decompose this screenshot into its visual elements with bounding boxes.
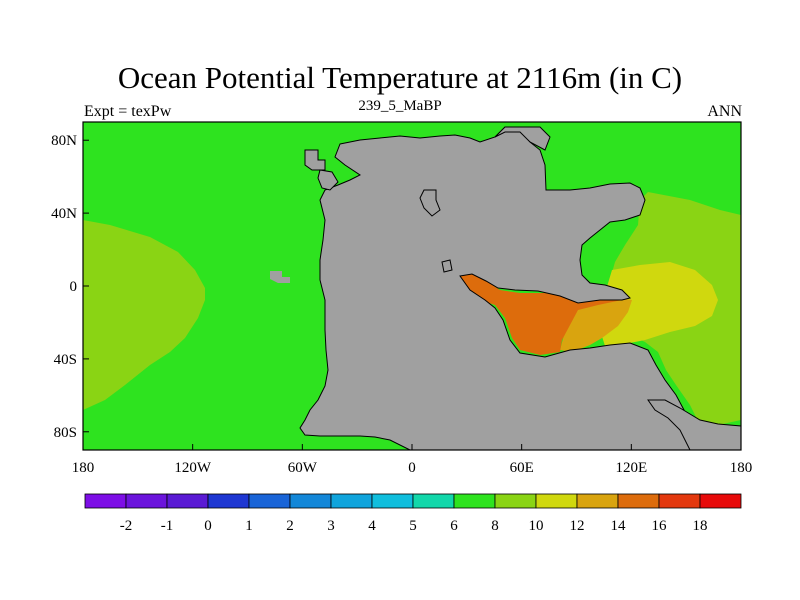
colorbar-swatch-7 <box>371 493 414 509</box>
colorbar-label-11: 12 <box>570 518 585 534</box>
colorbar: -2 -1 0 1 2 3 4 5 6 8 10 12 14 16 18 <box>84 493 742 534</box>
experiment-label: Expt = texPw <box>84 103 172 120</box>
y-tick-label-2: 0 <box>70 279 78 295</box>
colorbar-swatch-11 <box>535 493 578 509</box>
x-tick-label-1: 120W <box>174 460 212 476</box>
colorbar-swatch-6 <box>330 493 373 509</box>
region-paleotethys-14 <box>560 298 632 352</box>
y-tick-label-0: 80N <box>51 133 77 149</box>
colorbar-swatch-0 <box>84 493 127 509</box>
colorbar-swatch-9 <box>453 493 496 509</box>
colorbar-label-6: 4 <box>368 518 376 534</box>
colorbar-swatch-13 <box>617 493 660 509</box>
colorbar-label-12: 14 <box>611 518 627 534</box>
case-label: 239_5_MaBP <box>358 98 442 114</box>
colorbar-swatch-15 <box>699 493 742 509</box>
y-tick-label-1: 40N <box>51 206 77 222</box>
colorbar-label-1: -1 <box>161 518 174 534</box>
land-island-west <box>317 169 339 191</box>
x-tick-label-6: 180 <box>730 460 753 476</box>
colorbar-swatch-8 <box>412 493 455 509</box>
land-arctic <box>494 126 551 151</box>
map-plot <box>82 121 742 451</box>
y-tick-label-3: 40S <box>54 352 77 368</box>
region-pacific-warm-west <box>83 220 205 410</box>
y-axis: 80N 40N 0 40S 80S <box>51 133 89 441</box>
land-pangea <box>299 126 691 451</box>
colorbar-swatch-12 <box>576 493 619 509</box>
season-label: ANN <box>707 103 742 120</box>
colorbar-swatch-2 <box>166 493 209 509</box>
land-island-north <box>304 149 326 171</box>
colorbar-swatch-10 <box>494 493 537 509</box>
chart-title: Ocean Potential Temperature at 2116m (in… <box>117 60 683 95</box>
land-island-mid <box>419 189 441 217</box>
y-tick-label-4: 80S <box>54 425 77 441</box>
colorbar-label-3: 1 <box>245 518 253 534</box>
colorbar-label-2: 0 <box>204 518 212 534</box>
colorbar-label-4: 2 <box>286 518 294 534</box>
x-axis: 180 120W 60W 0 60E 120E 180 <box>72 444 753 476</box>
colorbar-label-9: 8 <box>491 518 499 534</box>
colorbar-swatch-14 <box>658 493 701 509</box>
colorbar-swatch-5 <box>289 493 332 509</box>
colorbar-label-10: 10 <box>529 518 544 534</box>
x-tick-label-3: 0 <box>408 460 416 476</box>
land-island-equator <box>270 271 290 283</box>
colorbar-label-8: 6 <box>450 518 458 534</box>
region-paleotethys-16 <box>460 272 622 355</box>
colorbar-swatch-1 <box>125 493 168 509</box>
region-paleotethys-12 <box>600 262 718 346</box>
land-island-cimmeria <box>441 259 453 273</box>
colorbar-swatch-3 <box>207 493 250 509</box>
x-tick-label-4: 60E <box>510 460 534 476</box>
colorbar-label-5: 3 <box>327 518 335 534</box>
x-tick-label-5: 120E <box>615 460 647 476</box>
x-tick-label-2: 60W <box>288 460 318 476</box>
x-tick-label-0: 180 <box>72 460 95 476</box>
colorbar-label-7: 5 <box>409 518 417 534</box>
colorbar-label-13: 16 <box>652 518 668 534</box>
colorbar-label-14: 18 <box>693 518 708 534</box>
colorbar-label-0: -2 <box>120 518 133 534</box>
colorbar-swatch-4 <box>248 493 291 509</box>
